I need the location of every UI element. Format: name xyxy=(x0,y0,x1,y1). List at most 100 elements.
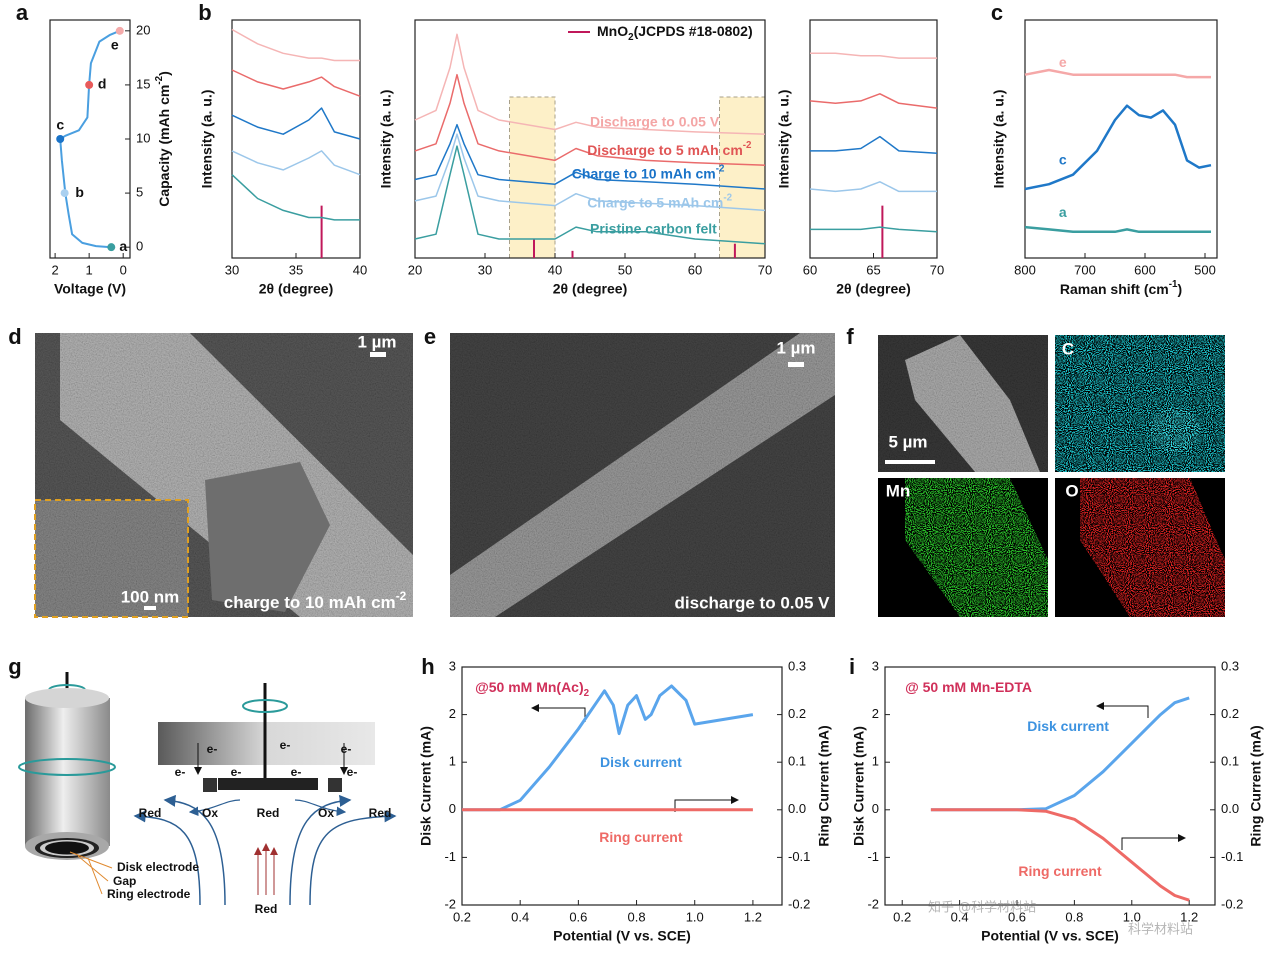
species-label: Red xyxy=(369,806,392,820)
panel-label: h xyxy=(421,654,434,679)
species-label: Red xyxy=(139,806,162,820)
x-tick-label: 0.8 xyxy=(628,909,646,924)
series-line xyxy=(231,174,360,221)
rrde-diagram xyxy=(18,672,397,906)
plot-frame xyxy=(884,666,1216,906)
panel-label: a xyxy=(16,0,29,25)
x-tick-label: 0.6 xyxy=(569,909,587,924)
y-axis-label: Intensity (a. u.) xyxy=(776,90,792,189)
superscript: -2 xyxy=(716,164,725,175)
scale-bar-label: 100 nm xyxy=(121,587,180,606)
map-label: Mn xyxy=(886,481,911,500)
annotation: Disk current xyxy=(1027,718,1109,734)
x-tick-label: 0.2 xyxy=(893,909,911,924)
x-tick-label: 35 xyxy=(289,262,303,277)
x-tick-label: 500 xyxy=(1194,262,1216,277)
annotation: @50 mM Mn(Ac)2 xyxy=(475,679,590,699)
series-line xyxy=(810,52,937,59)
text-part: Ring current xyxy=(599,829,683,845)
y-axis-label: Disk Current (mA) xyxy=(418,726,434,846)
x-tick-label: 20 xyxy=(408,262,422,277)
x-axis-label: 2θ (degree) xyxy=(836,281,910,297)
y-axis-label: Capacity (mAh cm-2) xyxy=(154,71,172,207)
y-axis-label: Intensity (a. u.) xyxy=(378,90,394,189)
x-axis-label: Potential (V vs. SCE) xyxy=(553,928,691,944)
x-tick-label: 40 xyxy=(548,262,562,277)
series-line xyxy=(930,696,1190,812)
text-part: a xyxy=(1059,203,1067,219)
x-tick-label: 0.6 xyxy=(1008,909,1026,924)
annotation: Ring current xyxy=(1018,863,1102,879)
species-label: Red xyxy=(255,902,278,916)
text-part: Pristine carbon felt xyxy=(590,220,717,236)
y-tick-label: 5 xyxy=(136,185,143,200)
panel-label: b xyxy=(198,0,211,25)
y2-tick-label: 0.1 xyxy=(1221,754,1239,769)
series-line xyxy=(462,684,754,812)
species-label: Ox xyxy=(202,806,218,820)
text-part: ) xyxy=(156,71,172,76)
annotation: e xyxy=(1059,54,1067,70)
x-tick-label: 70 xyxy=(930,262,944,277)
sem-image-d xyxy=(34,333,413,618)
x-tick-label: 0.8 xyxy=(1065,909,1083,924)
point-label: a xyxy=(119,238,127,254)
series-line xyxy=(810,135,938,155)
series-line xyxy=(414,123,766,190)
text-part: Ring current xyxy=(1018,863,1102,879)
highlight-region xyxy=(719,96,766,259)
electron-label: e- xyxy=(291,765,302,779)
x-axis-label: Potential (V vs. SCE) xyxy=(981,928,1119,944)
superscript: -2 xyxy=(723,192,732,203)
y-axis-label: Intensity (a. u.) xyxy=(199,90,215,189)
y-axis-label: Intensity (a. u.) xyxy=(991,90,1007,189)
highlight-region xyxy=(509,96,556,259)
y-tick-label: -1 xyxy=(444,849,456,864)
point-label: e xyxy=(111,37,119,53)
annotation: @ 50 mM Mn-EDTA xyxy=(905,679,1032,695)
series-line xyxy=(1024,225,1211,234)
electron-label: e- xyxy=(347,765,358,779)
x-tick-label: 1.2 xyxy=(1180,909,1198,924)
annotation: Discharge to 5 mAh cm-2 xyxy=(587,140,752,158)
text-part: Capacity (mAh cm xyxy=(156,85,172,207)
point xyxy=(107,243,116,252)
text-part: e xyxy=(1059,54,1067,70)
y-tick-label: 10 xyxy=(136,130,150,145)
y-tick-label: 0 xyxy=(872,801,879,816)
y2-tick-label: -0.2 xyxy=(1221,896,1243,911)
x-axis-label: Voltage (V) xyxy=(54,281,126,297)
y-tick-label: 15 xyxy=(136,76,150,91)
text-part: Charge to 10 mAh cm xyxy=(572,165,716,181)
series-line xyxy=(59,29,121,249)
x-tick-label: 60 xyxy=(803,262,817,277)
x-tick-label: 30 xyxy=(225,262,239,277)
y-tick-label: 1 xyxy=(449,754,456,769)
x-tick-label: 1 xyxy=(86,262,93,277)
series-line xyxy=(1024,68,1211,79)
annotation: Disk current xyxy=(600,754,682,770)
text-part: Raman shift (cm xyxy=(1060,281,1169,297)
electrode-label: Gap xyxy=(113,874,136,888)
x-tick-label: 50 xyxy=(618,262,632,277)
superscript: -2 xyxy=(154,75,165,84)
y2-tick-label: -0.1 xyxy=(788,849,810,864)
series-line xyxy=(414,145,766,245)
species-label: Red xyxy=(257,806,280,820)
text-part: charge to 10 mAh cm xyxy=(224,593,396,612)
text-part: (JCPDS #18-0802) xyxy=(634,23,753,39)
y2-axis-label: Ring Current (mA) xyxy=(816,725,832,846)
x-tick-label: 0 xyxy=(120,262,127,277)
y-tick-label: -2 xyxy=(444,896,456,911)
scale-bar-label: 5 µm xyxy=(888,432,927,451)
species-label: Ox xyxy=(318,806,334,820)
subscript: 2 xyxy=(628,32,634,43)
y2-tick-label: 0.3 xyxy=(1221,658,1239,673)
x-tick-label: 1.2 xyxy=(744,909,762,924)
series-line xyxy=(414,73,766,166)
sem-image-e xyxy=(450,333,835,617)
panel-label: d xyxy=(8,324,21,349)
series-line xyxy=(231,69,361,97)
annotation: c xyxy=(1059,151,1067,167)
y2-tick-label: 0.3 xyxy=(788,658,806,673)
